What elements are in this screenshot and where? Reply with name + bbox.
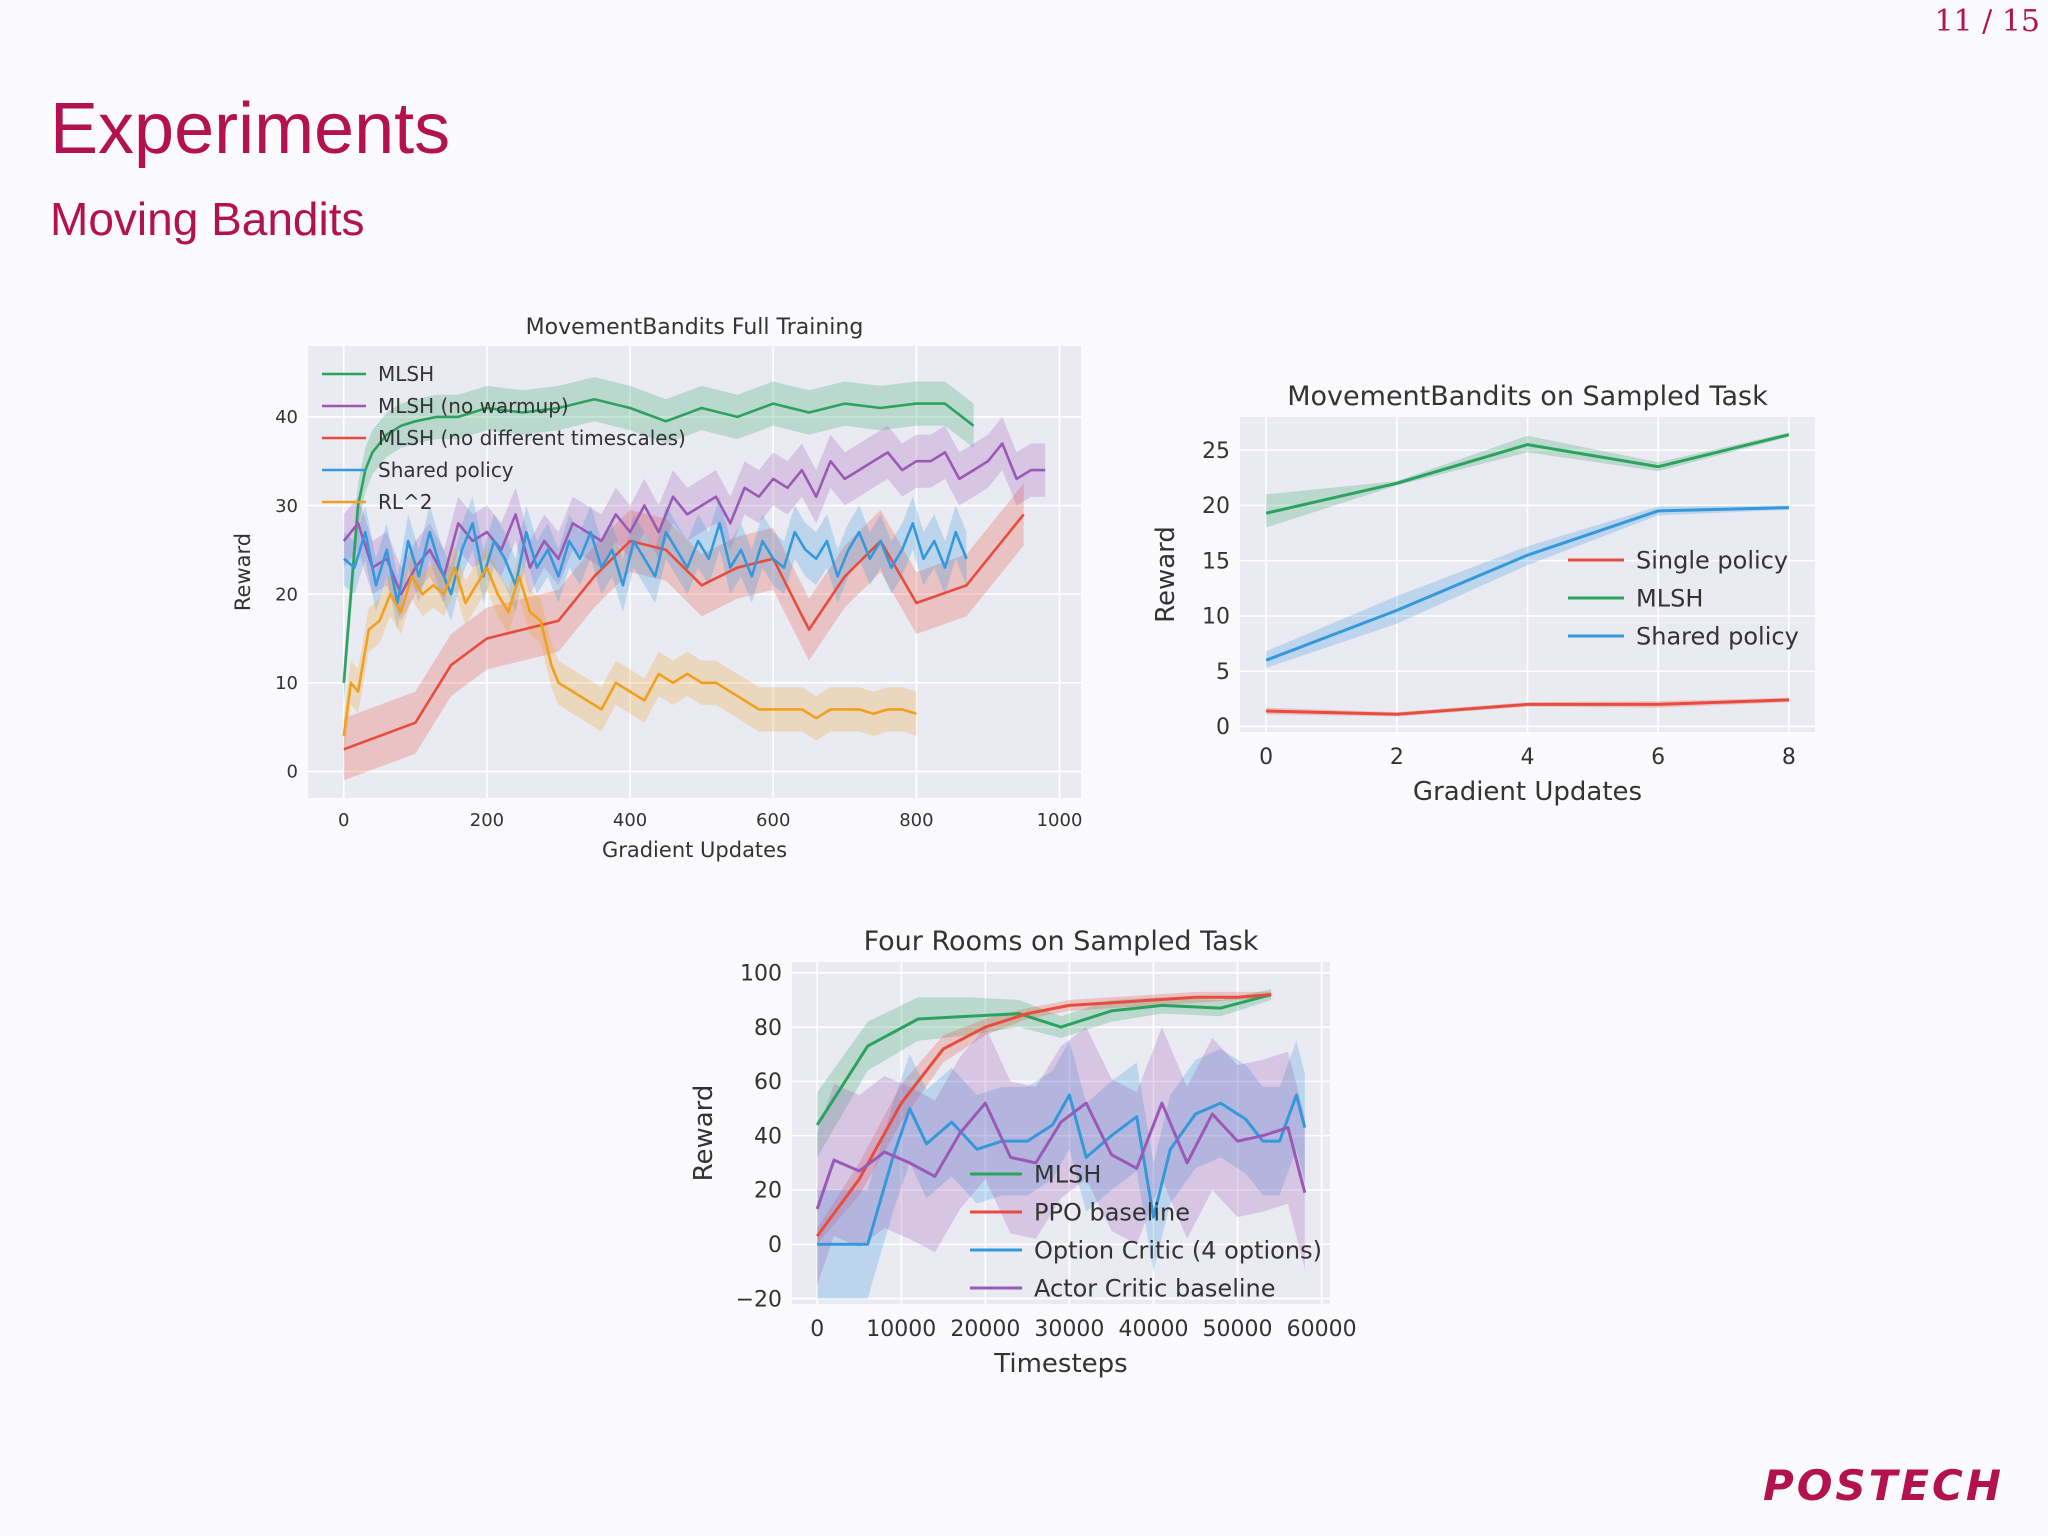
- y-tick-label: 10: [1202, 605, 1230, 630]
- series-line: [815, 993, 1272, 1237]
- y-tick-label: −20: [736, 1287, 782, 1312]
- x-tick-label: 400: [613, 810, 647, 831]
- x-tick-label: 6: [1651, 745, 1665, 770]
- legend-label: RL^2: [378, 490, 433, 514]
- legend-label: Actor Critic baseline: [1034, 1274, 1276, 1302]
- x-tick-label: 0: [810, 1317, 824, 1342]
- series-band: [817, 989, 1272, 1158]
- chart-sampled-task: MovementBandits on Sampled Task 0 2 4 6 8 0 5 10…: [1151, 381, 1815, 807]
- page-number: 11 / 15: [1934, 4, 2040, 39]
- series-band: [343, 416, 1046, 621]
- legend-label: MLSH (no different timescales): [378, 426, 686, 450]
- series-band: [1266, 697, 1789, 717]
- series-band: [343, 483, 1024, 781]
- series-band: [817, 1027, 1305, 1285]
- x-tick-label: 40000: [1118, 1317, 1188, 1342]
- series-line: [342, 397, 975, 683]
- x-tick-label: 2: [1390, 745, 1404, 770]
- chart-four-rooms: Four Rooms on Sampled Task 0 10000 20000 300…: [689, 926, 1357, 1379]
- x-tick-label: 800: [899, 810, 933, 831]
- postech-logo: POSTECH: [1762, 1461, 2004, 1510]
- x-tick-label: 30000: [1034, 1317, 1104, 1342]
- series-band: [817, 991, 1272, 1245]
- y-tick-label: 30: [275, 496, 298, 517]
- plot-background: [308, 346, 1081, 798]
- y-axis-label: Reward: [1151, 526, 1181, 623]
- legend-label: Option Critic (4 options): [1034, 1236, 1322, 1264]
- y-tick-label: 80: [754, 1016, 782, 1041]
- chart-title: MovementBandits Full Training: [526, 315, 864, 340]
- y-tick-label: 20: [275, 584, 298, 605]
- series-band: [1266, 432, 1789, 528]
- series-line: [815, 993, 1272, 1126]
- series-band: [343, 377, 974, 705]
- series-band: [817, 1040, 1305, 1299]
- x-tick-label: 10000: [866, 1317, 936, 1342]
- series-line: [1265, 506, 1789, 662]
- y-tick-label: 10: [275, 673, 298, 694]
- plot-background: [792, 962, 1330, 1304]
- y-tick-label: 5: [1216, 660, 1230, 685]
- series-band: [343, 496, 967, 630]
- x-axis-label: Gradient Updates: [602, 838, 787, 862]
- y-tick-label: 40: [754, 1124, 782, 1149]
- y-tick-label: 25: [1202, 439, 1230, 464]
- x-tick-label: 0: [338, 810, 349, 831]
- y-tick-label: 40: [275, 407, 298, 428]
- x-tick-label: 4: [1521, 745, 1535, 770]
- y-tick-label: 15: [1202, 549, 1230, 574]
- legend-label: MLSH (no warmup): [378, 394, 569, 418]
- x-tick-label: 60000: [1287, 1317, 1357, 1342]
- legend-label: MLSH: [378, 362, 434, 386]
- series-line: [815, 1101, 1307, 1210]
- x-tick-label: 600: [756, 810, 790, 831]
- series-line: [342, 442, 1046, 596]
- plot-area: [1265, 432, 1790, 717]
- legend-label: Single policy: [1636, 546, 1788, 574]
- y-tick-label: 60: [754, 1070, 782, 1095]
- plot-area: [815, 989, 1307, 1299]
- slide-subtitle: Moving Bandits: [50, 193, 365, 245]
- series-line: [1265, 433, 1790, 515]
- chart-title: Four Rooms on Sampled Task: [864, 926, 1259, 957]
- x-tick-label: 200: [470, 810, 504, 831]
- series-line: [817, 1093, 1307, 1246]
- x-axis-label: Timesteps: [993, 1349, 1127, 1379]
- legend-label: Shared policy: [1636, 622, 1799, 650]
- x-tick-label: 0: [1259, 745, 1273, 770]
- y-axis-label: Reward: [231, 533, 255, 611]
- y-tick-label: 0: [768, 1233, 782, 1258]
- series-line: [342, 566, 917, 737]
- legend-label: MLSH: [1034, 1160, 1101, 1188]
- y-axis-label: Reward: [689, 1085, 719, 1182]
- series-line: [343, 513, 1025, 751]
- legend-label: MLSH: [1636, 584, 1703, 612]
- x-tick-label: 50000: [1203, 1317, 1273, 1342]
- y-tick-label: 0: [287, 762, 298, 783]
- y-tick-label: 100: [740, 962, 782, 987]
- y-tick-label: 0: [1216, 715, 1230, 740]
- y-tick-label: 20: [754, 1179, 782, 1204]
- series-band: [343, 545, 917, 759]
- x-axis-label: Gradient Updates: [1413, 777, 1642, 807]
- slide-title: Experiments: [50, 89, 451, 169]
- x-tick-label: 1000: [1037, 810, 1083, 831]
- legend-label: Shared policy: [378, 458, 514, 482]
- plot-area: [342, 377, 1046, 781]
- legend-label: PPO baseline: [1034, 1198, 1190, 1226]
- x-tick-label: 8: [1782, 745, 1796, 770]
- y-tick-label: 20: [1202, 494, 1230, 519]
- chart-title: MovementBandits on Sampled Task: [1287, 381, 1768, 412]
- x-tick-label: 20000: [950, 1317, 1020, 1342]
- series-line: [1266, 698, 1789, 716]
